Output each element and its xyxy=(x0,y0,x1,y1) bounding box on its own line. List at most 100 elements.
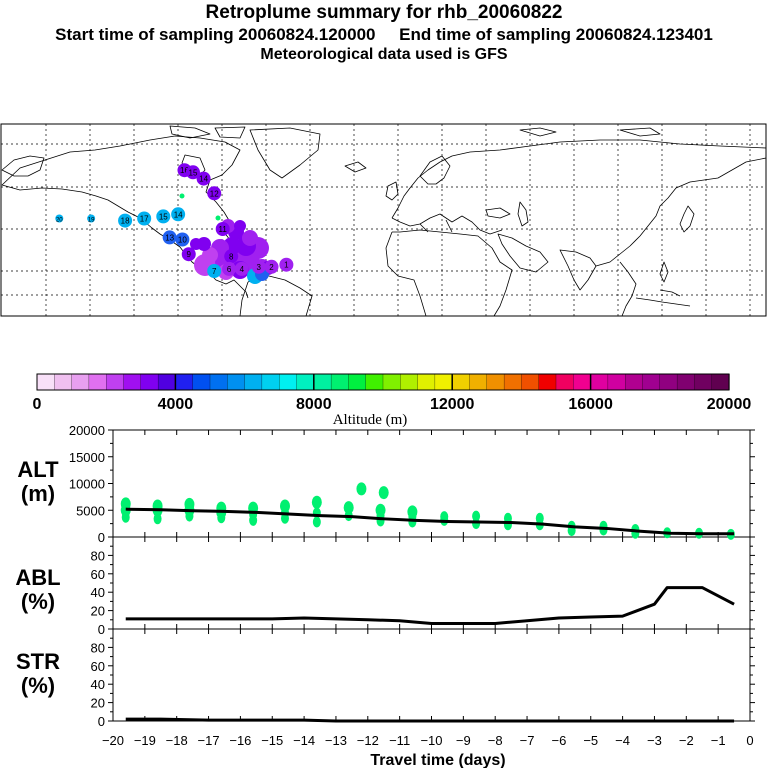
str-line xyxy=(125,717,735,723)
x-tick-label: −14 xyxy=(293,733,315,748)
x-tick-label: −4 xyxy=(615,733,630,748)
alt-scatter-point xyxy=(503,519,512,531)
day-marker xyxy=(251,259,266,274)
day-marker xyxy=(279,257,294,272)
alt-ytick-label: 20000 xyxy=(69,423,105,438)
met-data-label: Meteorological data used is GFS xyxy=(260,46,508,63)
abl-panel-unit: (%) xyxy=(21,589,55,614)
alt-panel-label: ALT xyxy=(17,457,59,482)
day-marker-label: 19 xyxy=(88,218,95,224)
day-marker xyxy=(186,165,200,180)
x-tick-label: −17 xyxy=(198,733,220,748)
day-marker-label: 16 xyxy=(180,166,189,175)
x-tick-label: −1 xyxy=(711,733,726,748)
x-tick-label: −19 xyxy=(134,733,156,748)
panel-axes: 0 5000 10000 15000 20000 0 20 40 60 80 0 20 40 60 80 −2… xyxy=(69,423,755,748)
x-tick-label: −11 xyxy=(389,733,410,748)
abl-ytick-label: 40 xyxy=(91,585,105,600)
x-tick-label: −9 xyxy=(456,733,471,748)
x-axis-label: Travel time (days) xyxy=(370,752,505,768)
x-tick-label: −3 xyxy=(647,733,662,748)
day-marker-label: 14 xyxy=(199,175,208,184)
day-marker xyxy=(55,214,64,223)
panel-frames xyxy=(112,429,751,722)
x-tick-label: −18 xyxy=(166,733,188,748)
alt-scatter-point xyxy=(312,516,321,528)
alt-ytick-label: 0 xyxy=(98,530,105,545)
x-tick-label: −20 xyxy=(102,733,124,748)
alt-scatter-point xyxy=(185,510,194,522)
day-marker-label: 6 xyxy=(227,265,232,274)
day-marker-label: 9 xyxy=(187,250,192,259)
alt-ytick-label: 15000 xyxy=(69,450,105,465)
alt-scatter-point xyxy=(249,514,258,526)
plume-blob xyxy=(190,238,202,250)
x-tick-label: −10 xyxy=(420,733,442,748)
day-marker-label: 8 xyxy=(229,252,234,261)
day-marker-label: 18 xyxy=(121,217,130,226)
day-marker xyxy=(156,209,171,224)
str-ytick-label: 40 xyxy=(91,677,105,692)
start-time-label: Start time of sampling 20060824.120000 xyxy=(55,25,376,44)
str-ytick-label: 60 xyxy=(91,659,105,674)
str-panel-frame xyxy=(112,628,751,722)
day-marker xyxy=(215,222,230,236)
day-marker xyxy=(224,249,239,264)
day-marker xyxy=(196,171,211,186)
x-tick-label: 0 xyxy=(746,733,753,748)
x-tick-label: −16 xyxy=(229,733,251,748)
alt-scatter-point xyxy=(472,518,481,530)
x-tick-label: −12 xyxy=(357,733,379,748)
alt-scatter-point xyxy=(408,516,417,528)
abl-ytick-label: 20 xyxy=(91,604,105,619)
alt-scatter-point xyxy=(343,501,354,515)
day-marker-label: 7 xyxy=(212,267,217,276)
plume-blob xyxy=(242,230,258,246)
abl-panel-label: ABL xyxy=(15,565,60,590)
day-marker xyxy=(207,186,222,201)
abl-panel-frame xyxy=(112,536,751,630)
x-tick-label: −6 xyxy=(551,733,566,748)
alt-scatter-point xyxy=(356,482,367,496)
abl-line xyxy=(125,586,735,625)
alt-scatter-point xyxy=(153,513,162,525)
day-marker-label: 17 xyxy=(140,215,149,224)
x-tick-label: −7 xyxy=(520,733,535,748)
day-marker xyxy=(175,232,190,247)
day-marker xyxy=(171,207,186,222)
alt-scatter-point xyxy=(280,512,289,524)
x-tick-label: −15 xyxy=(261,733,283,748)
alt-ytick-label: 5000 xyxy=(76,503,105,518)
alt-scatter-point xyxy=(599,524,608,536)
day-marker-label: 12 xyxy=(210,189,219,198)
str-panel-label: STR xyxy=(16,649,60,674)
plume-blob xyxy=(234,220,246,232)
alt-scatter-point xyxy=(311,495,322,509)
day-marker-label: 14 xyxy=(174,210,183,219)
plume-point xyxy=(215,215,221,221)
panel-series xyxy=(120,482,735,723)
day-marker xyxy=(207,264,222,278)
day-marker-label: 20 xyxy=(56,218,63,224)
str-panel-unit: (%) xyxy=(21,673,55,698)
plume-point xyxy=(179,193,185,199)
alt-scatter-point xyxy=(217,512,226,524)
day-marker-label: 11 xyxy=(219,225,228,234)
day-marker xyxy=(162,230,177,245)
day-marker xyxy=(181,247,196,262)
day-marker xyxy=(222,261,237,276)
x-tick-label: −5 xyxy=(583,733,598,748)
figure-title: Retroplume summary for rhb_20060822 xyxy=(205,2,563,23)
day-marker xyxy=(137,211,152,226)
day-marker xyxy=(264,259,279,274)
day-marker xyxy=(118,213,133,228)
str-ytick-label: 20 xyxy=(91,696,105,711)
day-marker-label: 10 xyxy=(178,236,187,245)
panel-labels: ALT (m) ABL (%) STR (%) xyxy=(15,457,60,698)
alt-ytick-label: 10000 xyxy=(69,477,105,492)
x-tick-label: −13 xyxy=(325,733,347,748)
